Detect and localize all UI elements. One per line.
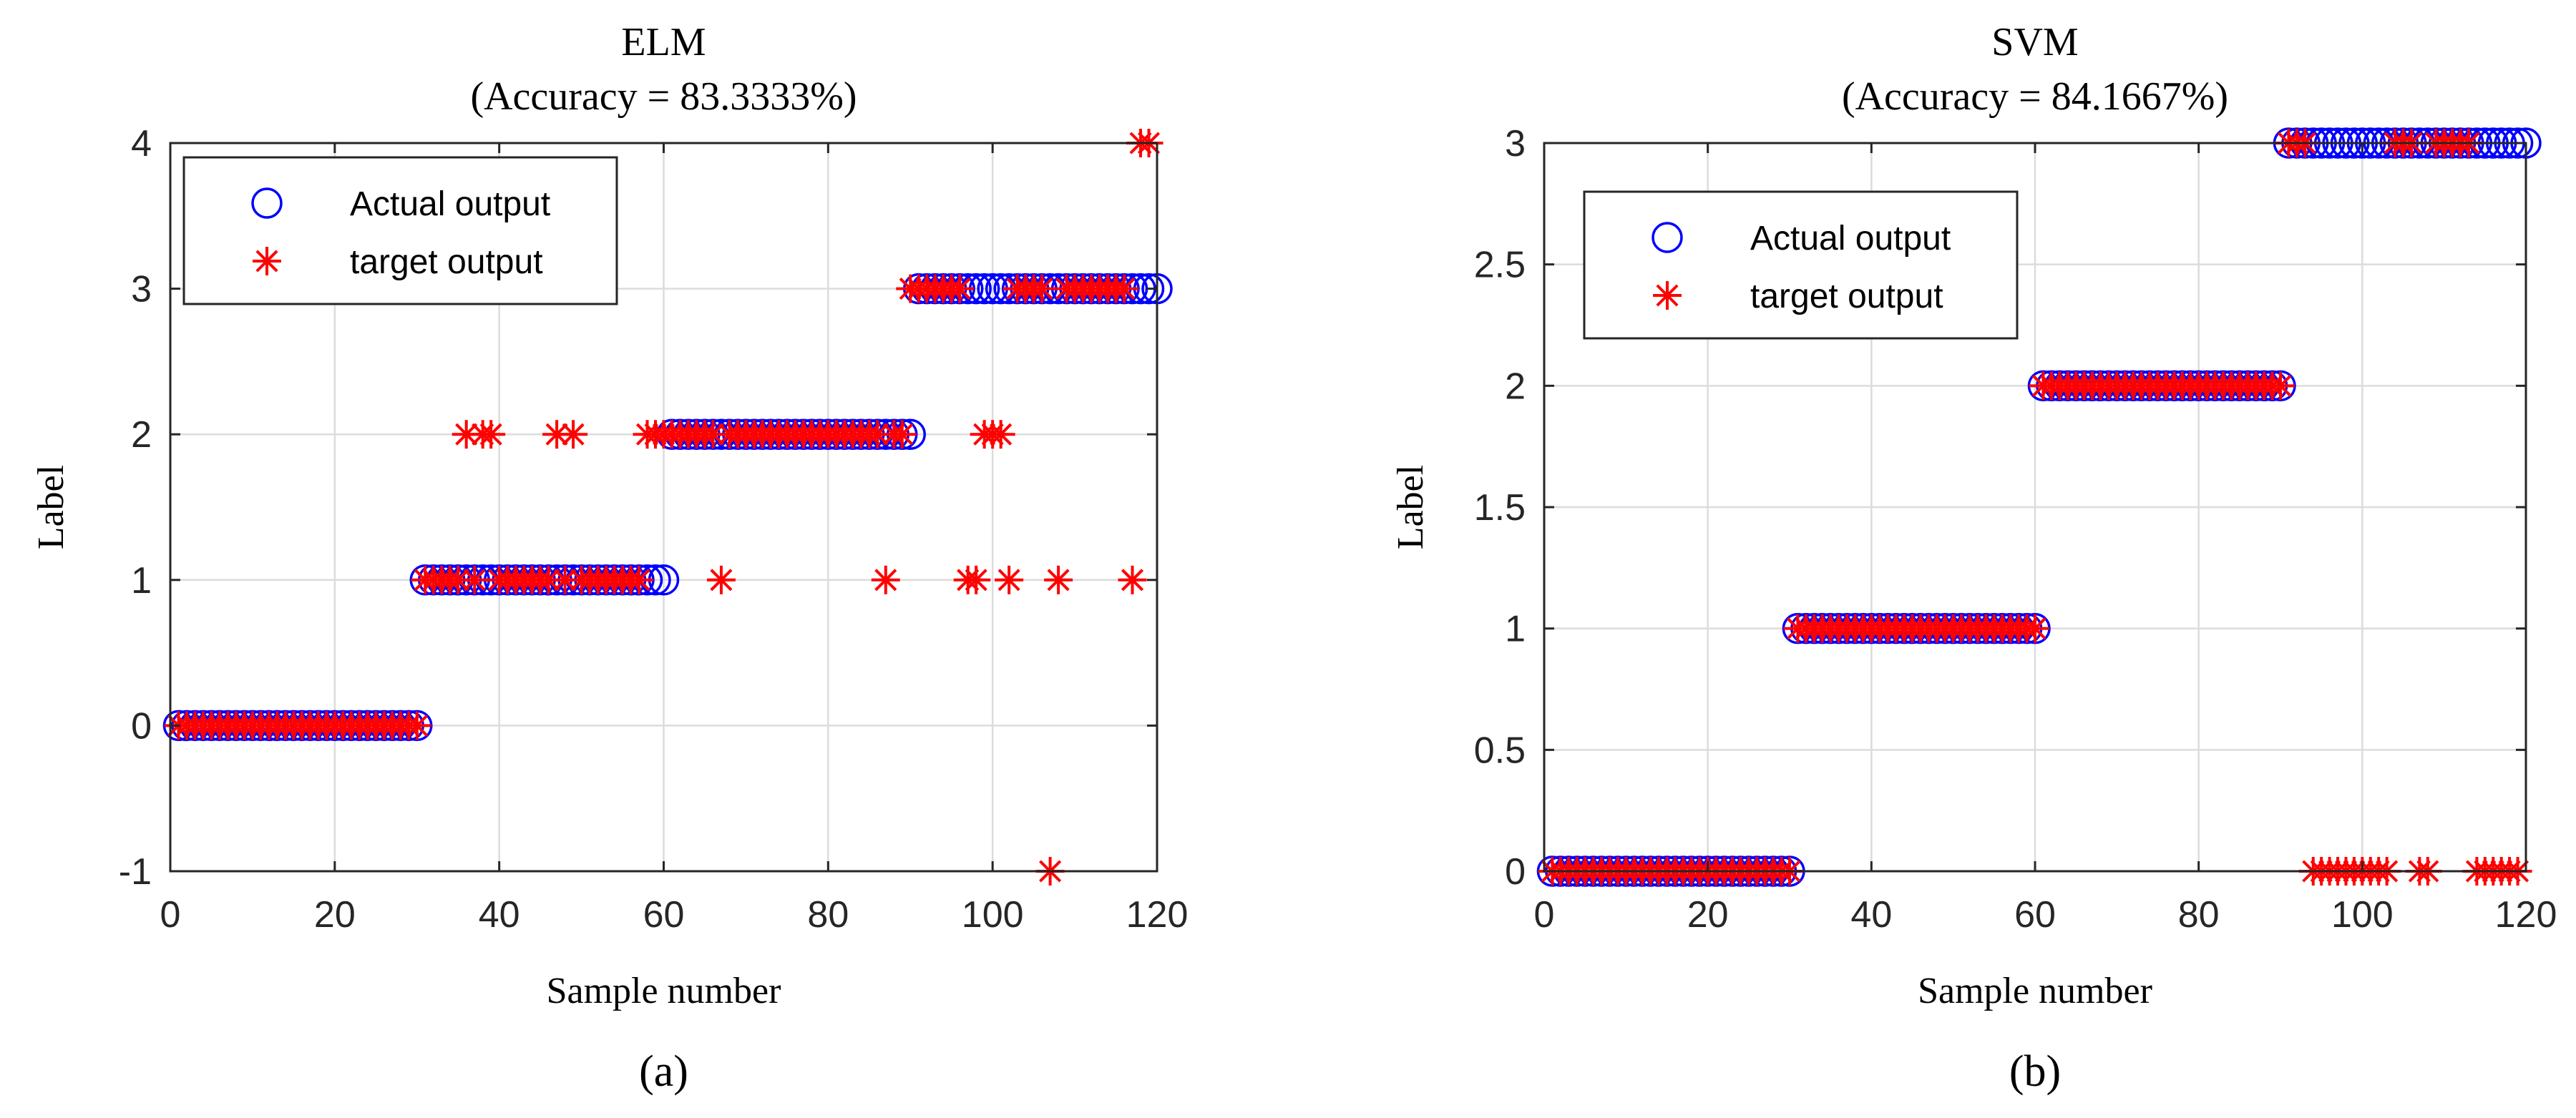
svm-ticks: 0 20 40 60 80 100 120 0 0.5 1 1.5 2 2.5 3	[1474, 123, 2557, 936]
svm-xtick-label-4: 80	[2178, 894, 2220, 936]
elm-ytick-label-4: 3	[131, 269, 152, 310]
elm-ytick-label-1: 0	[131, 705, 152, 747]
svm-legend-asterisk	[1653, 281, 1682, 310]
elm-legend: Actual output target output	[182, 156, 618, 305]
elm-ytick-label-2: 1	[131, 560, 152, 602]
svm-legend-actual-label: Actual output	[1750, 220, 1951, 258]
svm-panel-label: (b)	[2009, 1047, 2061, 1096]
elm-ytick-label-0: -1	[119, 851, 152, 893]
svm-panel: 0 20 40 60 80 100 120 0 0.5 1 1.5 2 2.5 3 SVM (Accura…	[1390, 20, 2557, 1096]
elm-target-point-46	[534, 565, 563, 594]
elm-y-axis-label: Label	[31, 465, 72, 549]
elm-target-point-47	[542, 420, 572, 449]
elm-panel-label: (a)	[639, 1047, 688, 1096]
elm-title: ELM	[621, 20, 706, 64]
svm-xtick-label-5: 100	[2331, 894, 2394, 936]
svm-legend-circle	[1652, 222, 1683, 253]
svm-target-point-90	[2266, 371, 2295, 401]
elm-legend-asterisk-marker	[253, 247, 281, 275]
elm-xtick-label-1: 20	[314, 894, 356, 936]
elm-target-point-108	[1044, 565, 1073, 594]
elm-legend-asterisk	[253, 247, 281, 275]
svm-xtick-label-3: 60	[2014, 894, 2056, 936]
svm-legend-asterisk-marker	[1653, 281, 1682, 310]
elm-target-point-36	[452, 420, 481, 449]
elm-xtick-label-5: 100	[962, 894, 1024, 936]
elm-subtitle: (Accuracy = 83.3333%)	[470, 74, 857, 119]
elm-target-point-57	[625, 565, 654, 594]
elm-legend-actual-label: Actual output	[350, 185, 550, 223]
elm-legend-box	[182, 156, 618, 305]
elm-target-point-87	[871, 565, 900, 594]
elm-target-point-98	[962, 565, 991, 594]
svm-ytick-label-2: 1	[1505, 609, 1526, 650]
svm-legend-circle-marker	[1652, 222, 1683, 253]
svm-x-axis-label: Sample number	[1918, 971, 2152, 1011]
elm-ytick-label-5: 4	[131, 123, 152, 165]
svm-ytick-label-0: 0	[1505, 851, 1526, 893]
svm-xtick-label-1: 20	[1687, 894, 1729, 936]
elm-legend-circle-marker	[251, 187, 283, 219]
svm-xtick-label-2: 40	[1850, 894, 1892, 936]
elm-marks	[162, 129, 1173, 886]
elm-xtick-label-3: 60	[643, 894, 685, 936]
elm-xtick-label-0: 0	[160, 894, 181, 936]
elm-target-point-116	[1110, 274, 1139, 303]
svm-xtick-label-6: 120	[2495, 894, 2557, 936]
elm-target-point-102	[995, 565, 1024, 594]
elm-target-point-89	[887, 420, 917, 449]
elm-x-axis-label: Sample number	[547, 971, 781, 1011]
elm-target-point-67	[706, 565, 736, 594]
elm-legend-circle	[251, 187, 283, 219]
svm-ytick-label-6: 3	[1505, 123, 1526, 165]
elm-target-point-30	[402, 711, 431, 740]
elm-xtick-label-2: 40	[479, 894, 520, 936]
svm-subtitle: (Accuracy = 84.1667%)	[1842, 74, 2228, 119]
svm-y-axis-label: Label	[1390, 465, 1431, 549]
elm-target-point-117	[1118, 565, 1147, 594]
elm-target-point-96	[945, 274, 975, 303]
svm-legend: Actual output target output	[1583, 190, 2019, 340]
elm-xtick-label-4: 80	[807, 894, 849, 936]
elm-target-point-49	[559, 420, 588, 449]
svm-ytick-label-1: 0.5	[1474, 730, 1526, 771]
svm-target-point-60	[2021, 614, 2049, 643]
svm-xtick-label-0: 0	[1534, 894, 1555, 936]
elm-ytick-label-3: 2	[131, 414, 152, 456]
elm-target-point-39	[477, 420, 506, 449]
elm-target-point-37	[460, 565, 489, 594]
elm-legend-target-label: target output	[350, 243, 543, 281]
elm-xtick-label-6: 120	[1126, 894, 1189, 936]
elm-target-point-101	[986, 420, 1015, 449]
svm-ytick-label-4: 2	[1505, 366, 1526, 407]
elm-target-point-106	[1028, 274, 1057, 303]
svm-ytick-label-5: 2.5	[1474, 245, 1526, 286]
svm-legend-box	[1583, 190, 2019, 340]
svm-title: SVM	[1991, 20, 2078, 64]
svm-legend-target-label: target output	[1750, 278, 1943, 315]
svm-ytick-label-3: 1.5	[1474, 487, 1526, 529]
